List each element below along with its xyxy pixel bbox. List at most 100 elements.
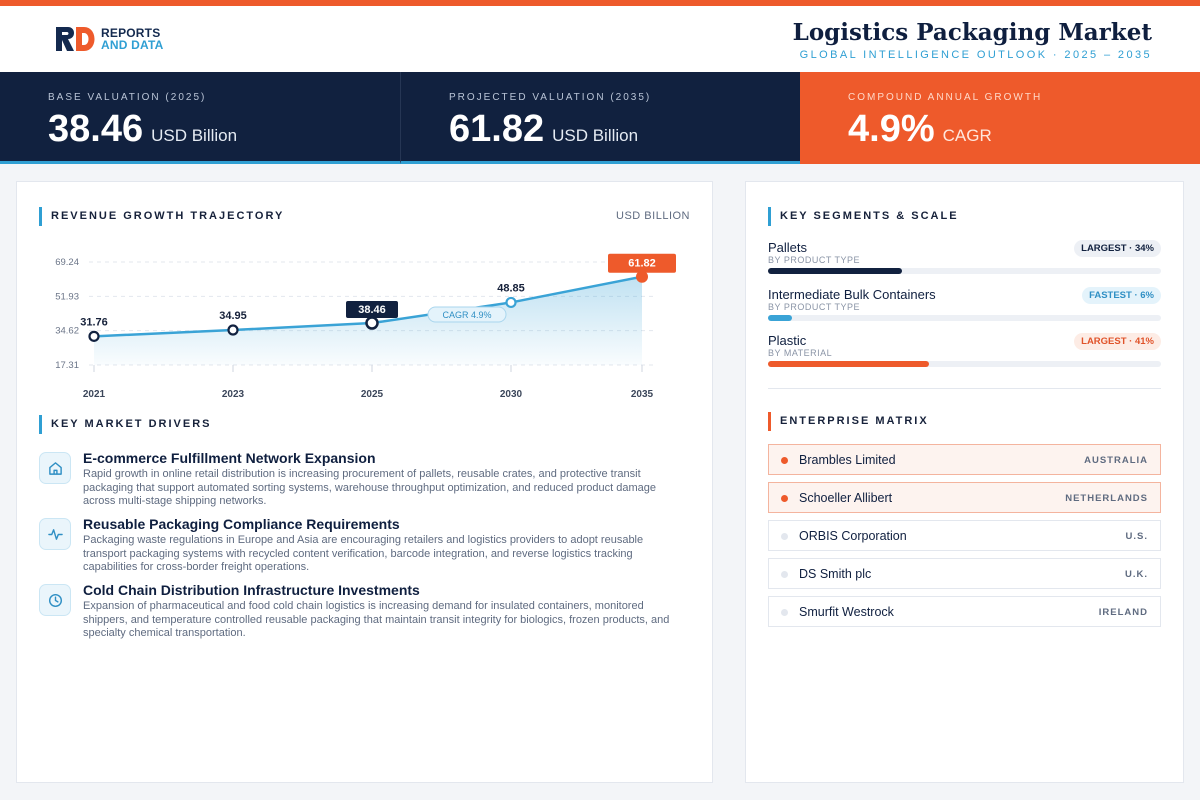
driver-item: Reusable Packaging Compliance Requiremen…	[39, 516, 689, 582]
revenue-chart: 69.24 51.93 34.62 17.31 CAGR 4.9% 31.76 2021 34…	[55, 253, 676, 400]
area-fill	[94, 276, 642, 365]
data-label: 61.82	[628, 258, 656, 270]
kpi-number: 38.46	[48, 108, 144, 150]
company-country: NETHERLANDS	[1065, 493, 1148, 504]
kpi-unit: CAGR	[942, 126, 992, 145]
data-point	[227, 324, 239, 336]
enterprise-row[interactable]: Schoeller Allibert NETHERLANDS	[768, 482, 1161, 513]
driver-item: Cold Chain Distribution Infrastructure I…	[39, 582, 689, 648]
enterprise-row[interactable]: Brambles Limited AUSTRALIA	[768, 444, 1161, 475]
segment-name: Pallets	[768, 240, 808, 255]
data-label: 48.85	[497, 282, 525, 294]
x-tick-label: 2025	[361, 389, 384, 400]
data-label: 38.46	[358, 304, 386, 316]
kpi-number: 4.9%	[848, 108, 935, 150]
brand-line1: REPORTS	[101, 26, 161, 40]
brand-line2: AND DATA	[101, 38, 164, 52]
data-label: 34.95	[219, 310, 247, 322]
segment-badge: LARGEST · 41%	[1074, 333, 1161, 350]
y-tick-label: 69.24	[55, 257, 79, 268]
company-name: Smurfit Westrock	[799, 605, 894, 619]
x-tick-label: 2023	[222, 389, 245, 400]
rd-logo-icon	[56, 27, 95, 51]
drivers-list: E-commerce Fulfillment Network Expansion…	[39, 450, 689, 648]
kpi-unit: USD Billion	[151, 126, 238, 145]
kpi-value: 4.9% CAGR	[848, 108, 992, 151]
status-dot	[781, 609, 788, 616]
driver-description: Packaging waste regulations in Europe an…	[83, 534, 644, 573]
section-divider	[768, 388, 1161, 389]
data-label-box	[608, 253, 676, 273]
company-country: U.S.	[1125, 531, 1148, 542]
right-panel: KEY SEGMENTS & SCALE Pallets BY PRODUCT …	[745, 181, 1184, 783]
segment-item: Plastic BY MATERIAL LARGEST · 41%	[768, 333, 1161, 377]
x-tick-label: 2030	[500, 389, 523, 400]
driver-item: E-commerce Fulfillment Network Expansion…	[39, 450, 689, 516]
segment-bar-fill	[768, 268, 902, 274]
status-dot	[781, 495, 788, 502]
segment-name: Plastic	[768, 333, 807, 348]
x-tick-label: 2021	[83, 389, 106, 400]
page-header: REPORTS AND DATA Logistics Packaging Mar…	[0, 6, 1200, 72]
driver-title: Cold Chain Distribution Infrastructure I…	[83, 582, 420, 598]
pulse-icon	[39, 518, 71, 550]
company-name: ORBIS Corporation	[799, 529, 907, 543]
segment-badge: LARGEST · 34%	[1074, 240, 1161, 257]
kpi-number: 61.82	[449, 108, 545, 150]
revenue-section-title: REVENUE GROWTH TRAJECTORY	[39, 207, 284, 226]
segment-item: Pallets BY PRODUCT TYPE LARGEST · 34%	[768, 240, 1161, 284]
driver-description: Rapid growth in online retail distributi…	[83, 468, 656, 507]
segment-bar-fill	[768, 361, 930, 367]
company-country: IRELAND	[1098, 607, 1148, 618]
page-title: Logistics Packaging Market	[792, 19, 1152, 46]
data-point	[636, 270, 648, 283]
segment-type: BY PRODUCT TYPE	[768, 302, 861, 312]
data-point	[365, 316, 379, 330]
kpi-projected-valuation: PROJECTED VALUATION (2035) 61.82 USD Bill…	[400, 72, 800, 164]
company-name: DS Smith plc	[799, 567, 872, 581]
x-tick-label: 2035	[631, 389, 654, 400]
y-tick-label: 34.62	[55, 326, 79, 337]
segment-bar-fill	[768, 315, 792, 321]
segment-type: BY MATERIAL	[768, 348, 833, 358]
segment-bar-track	[768, 268, 1161, 274]
page-subtitle: GLOBAL INTELLIGENCE OUTLOOK · 2025 – 203…	[799, 49, 1152, 61]
driver-description: Expansion of pharmaceutical and food col…	[83, 600, 670, 639]
home-icon	[39, 452, 71, 484]
kpi-value: 61.82 USD Billion	[449, 108, 638, 151]
enterprise-row[interactable]: Smurfit Westrock IRELAND	[768, 596, 1161, 627]
y-tick-label: 51.93	[55, 291, 79, 302]
segment-badge: FASTEST · 6%	[1082, 287, 1161, 304]
kpi-label: BASE VALUATION (2025)	[48, 92, 207, 103]
brand-name: REPORTS AND DATA	[101, 27, 163, 51]
cagr-annotation: CAGR 4.9%	[442, 310, 491, 320]
cagr-annotation-pill	[427, 306, 507, 323]
drivers-section-title: KEY MARKET DRIVERS	[39, 415, 211, 434]
company-country: AUSTRALIA	[1084, 455, 1148, 466]
enterprise-row[interactable]: DS Smith plc U.K.	[768, 558, 1161, 589]
left-panel: REVENUE GROWTH TRAJECTORY USD BILLION 69…	[16, 181, 713, 783]
kpi-label: COMPOUND ANNUAL GROWTH	[848, 92, 1043, 103]
enterprise-section-title: ENTERPRISE MATRIX	[768, 412, 929, 431]
status-dot	[781, 571, 788, 578]
segment-name: Intermediate Bulk Containers	[768, 287, 936, 302]
driver-title: E-commerce Fulfillment Network Expansion	[83, 450, 376, 466]
kpi-label: PROJECTED VALUATION (2035)	[449, 92, 652, 103]
kpi-unit: USD Billion	[552, 126, 639, 145]
data-point	[88, 330, 100, 342]
data-point	[505, 296, 517, 309]
data-label-box	[346, 301, 398, 319]
enterprise-row[interactable]: ORBIS Corporation U.S.	[768, 520, 1161, 551]
segments-section-title: KEY SEGMENTS & SCALE	[768, 207, 959, 226]
company-name: Brambles Limited	[799, 453, 896, 467]
segment-bar-track	[768, 315, 1161, 321]
segment-type: BY PRODUCT TYPE	[768, 255, 861, 265]
status-dot	[781, 533, 788, 540]
data-label: 31.76	[80, 316, 108, 328]
kpi-cagr: COMPOUND ANNUAL GROWTH 4.9% CAGR	[800, 72, 1200, 164]
y-tick-label: 17.31	[55, 360, 79, 371]
chart-unit-label: USD BILLION	[616, 210, 690, 222]
company-name: Schoeller Allibert	[799, 491, 893, 505]
clock-icon	[39, 584, 71, 616]
top-accent-bar	[0, 0, 1200, 6]
